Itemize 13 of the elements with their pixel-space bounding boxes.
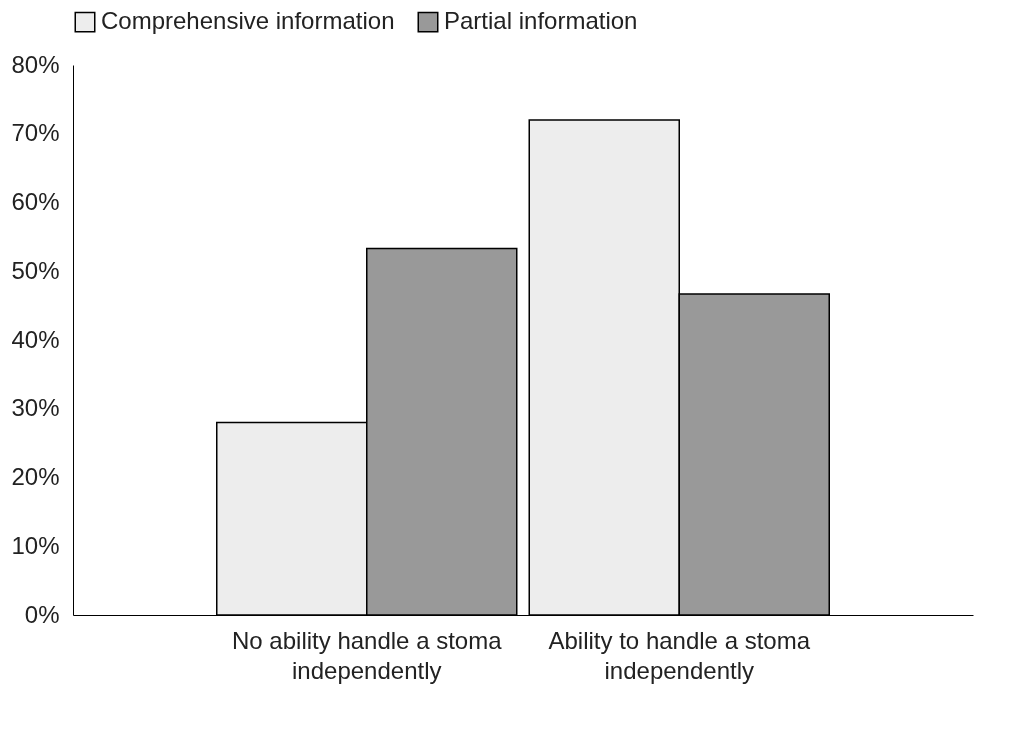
y-tick-label: 30% — [11, 394, 60, 422]
x-tick-label: No ability handle a stoma independently — [232, 626, 503, 684]
x-tick-label: Ability to handle a stoma independently — [548, 626, 811, 684]
y-tick-label: 10% — [11, 531, 60, 559]
y-tick-label: 60% — [11, 188, 60, 215]
y-tick-label: 0% — [24, 600, 60, 628]
y-tick-label: 80% — [11, 50, 60, 78]
y-tick-label: 70% — [11, 119, 60, 147]
legend-label: Comprehensive information — [101, 7, 395, 35]
legend-label: Partial information — [444, 7, 638, 35]
y-tick-label: 40% — [11, 325, 60, 353]
y-tick-label: 20% — [11, 463, 60, 490]
y-tick-label: 50% — [11, 256, 60, 284]
